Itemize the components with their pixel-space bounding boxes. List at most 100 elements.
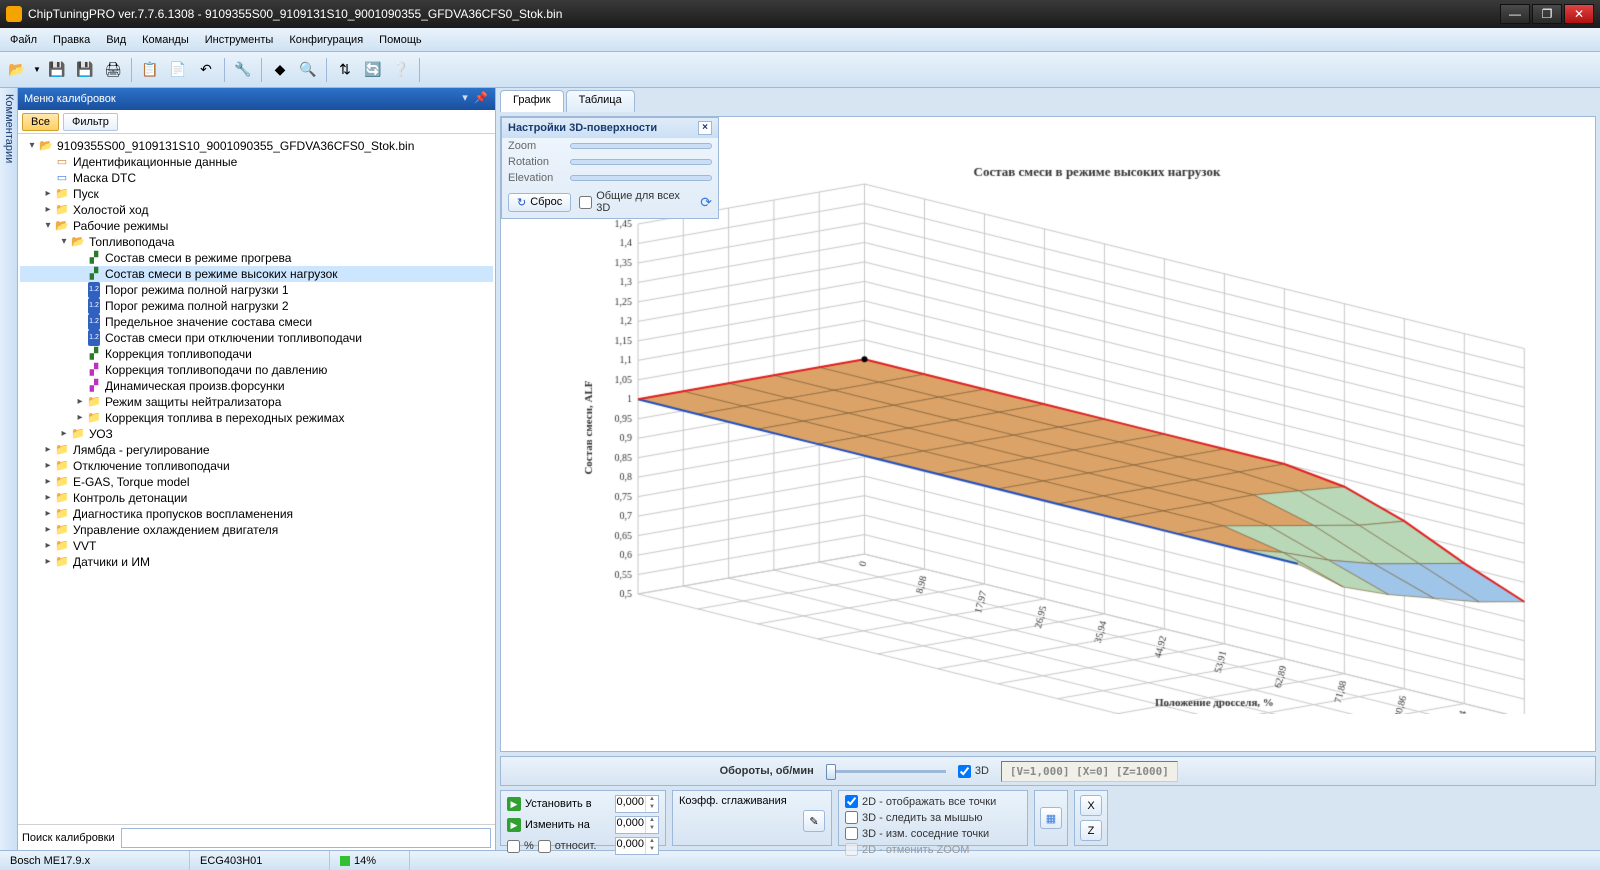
open-button[interactable]: 📂 (4, 57, 30, 83)
set-to-input[interactable]: 0,000▲▼ (615, 795, 659, 813)
tree-item[interactable]: ▸📁Режим защиты нейтрализатора (20, 394, 493, 410)
opt-3d-neighbors-checkbox[interactable] (845, 827, 858, 840)
rpm-slider[interactable] (826, 762, 946, 780)
3d-settings-close[interactable]: × (698, 121, 712, 135)
maximize-button[interactable]: ❐ (1532, 4, 1562, 24)
tree-item[interactable]: ▞Динамическая произв.форсунки (20, 378, 493, 394)
smooth-apply-button[interactable]: ✎ (803, 810, 825, 832)
axis-slider-strip: Обороты, об/мин 3D [V=1,000] [X=0] [Z=10… (500, 756, 1596, 786)
sync-button[interactable]: ⇅ (332, 57, 358, 83)
help-button[interactable]: ❔ (388, 57, 414, 83)
find-button[interactable]: 🔍 (295, 57, 321, 83)
tree-item[interactable]: ▸📁Отключение топливоподачи (20, 458, 493, 474)
close-button[interactable]: ✕ (1564, 4, 1594, 24)
search-input[interactable] (121, 828, 491, 848)
3d-toggle-label: 3D (975, 765, 989, 777)
menu-file[interactable]: Файл (4, 31, 43, 49)
menu-commands[interactable]: Команды (136, 31, 195, 49)
elevation-slider[interactable] (570, 175, 712, 181)
tree-item[interactable]: ▸📁Холостой ход (20, 202, 493, 218)
change-by-label: Изменить на (525, 819, 611, 831)
3d-toggle-checkbox[interactable] (958, 765, 971, 778)
tree-item[interactable]: 1.2Предельное значение состава смеси (20, 314, 493, 330)
menu-edit[interactable]: Правка (47, 31, 96, 49)
calibration-panel: Меню калибровок ▾ 📌 Все Фильтр ▾📂9109355… (18, 88, 496, 850)
tree-item[interactable]: ▸📁Лямбда - регулирование (20, 442, 493, 458)
rotation-label: Rotation (508, 156, 564, 168)
paste-button[interactable]: 📄 (165, 57, 191, 83)
edit-controls-strip: ▶Установить в0,000▲▼ ▶Изменить на0,000▲▼… (500, 790, 1596, 846)
menu-config[interactable]: Конфигурация (283, 31, 369, 49)
right-panel: График Таблица Настройки 3D-поверхности×… (496, 88, 1600, 850)
pct-checkbox[interactable] (507, 840, 520, 853)
filter-all-button[interactable]: Все (22, 113, 59, 131)
tree-item[interactable]: 1.2Порог режима полной нагрузки 2 (20, 298, 493, 314)
tree-item[interactable]: ▭Идентификационные данные (20, 154, 493, 170)
menubar: Файл Правка Вид Команды Инструменты Конф… (0, 28, 1600, 52)
tree-item[interactable]: ▭Маска DTC (20, 170, 493, 186)
tree-item[interactable]: ▾📂Рабочие режимы (20, 218, 493, 234)
tree-item[interactable]: ▞Коррекция топливоподачи по давлению (20, 362, 493, 378)
panel-dropdown-icon[interactable]: ▾ (457, 91, 473, 107)
opt-3d-follow-checkbox[interactable] (845, 811, 858, 824)
menu-tools[interactable]: Инструменты (199, 31, 280, 49)
z-axis-button[interactable]: Z (1080, 820, 1102, 841)
menu-help[interactable]: Помощь (373, 31, 428, 49)
tab-table[interactable]: Таблица (566, 90, 635, 112)
filter-button[interactable]: Фильтр (63, 113, 118, 131)
tree-item[interactable]: ▸📁E-GAS, Torque model (20, 474, 493, 490)
reset-3d-button[interactable]: ↻Сброс (508, 193, 571, 212)
tree-item[interactable]: ▸📁Датчики и ИМ (20, 554, 493, 570)
set-to-label: Установить в (525, 798, 611, 810)
rel-checkbox[interactable] (538, 840, 551, 853)
tree-item[interactable]: ▸📁Управление охлаждением двигателя (20, 522, 493, 538)
rotation-slider[interactable] (570, 159, 712, 165)
statusbar: Bosch ME17.9.x ECG403H01 14% (0, 850, 1600, 870)
zoom-slider[interactable] (570, 143, 712, 149)
open-dropdown[interactable]: ▼ (32, 57, 42, 83)
tree-item[interactable]: ▸📁Пуск (20, 186, 493, 202)
3d-more-icon[interactable]: ⟳ (700, 194, 712, 211)
tree-item[interactable]: ▾📂Топливоподача (20, 234, 493, 250)
undo-button[interactable]: ↶ (193, 57, 219, 83)
tree-item[interactable]: 1.2Порог режима полной нагрузки 1 (20, 282, 493, 298)
save-button[interactable]: 💾 (44, 57, 70, 83)
tree-item[interactable]: ▸📁Коррекция топлива в переходных режимах (20, 410, 493, 426)
smooth-label: Коэфф. сглаживания (679, 795, 825, 807)
tree-item[interactable]: ▞Состав смеси в режиме прогрева (20, 250, 493, 266)
tree-item[interactable]: ▾📂9109355S00_9109131S10_9001090355_GFDVA… (20, 138, 493, 154)
tree-item[interactable]: ▸📁УОЗ (20, 426, 493, 442)
refresh-button[interactable]: 🔄 (360, 57, 386, 83)
comments-sidetab[interactable]: Комментарии (0, 88, 18, 850)
tree-item[interactable]: 1.2Состав смеси при отключении топливопо… (20, 330, 493, 346)
value-edit-panel: ▶Установить в0,000▲▼ ▶Изменить на0,000▲▼… (500, 790, 666, 846)
tool-a-button[interactable]: 🔧 (230, 57, 256, 83)
display-options-panel: 2D - отображать все точки 3D - следить з… (838, 790, 1028, 846)
opt-2d-allpoints-label: 2D - отображать все точки (862, 796, 996, 808)
tree-item[interactable]: ▸📁VVT (20, 538, 493, 554)
3d-chart[interactable] (558, 154, 1538, 714)
minimize-button[interactable]: — (1500, 4, 1530, 24)
menu-view[interactable]: Вид (100, 31, 132, 49)
rel-input[interactable]: 0,000▲▼ (615, 837, 659, 855)
save-as-button[interactable]: 💾 (72, 57, 98, 83)
shared-3d-checkbox[interactable] (579, 196, 592, 209)
change-by-input[interactable]: 0,000▲▼ (615, 816, 659, 834)
nav-up-button[interactable]: ◆ (267, 57, 293, 83)
x-axis-button[interactable]: X (1080, 795, 1102, 816)
tree-item[interactable]: ▞Состав смеси в режиме высоких нагрузок (20, 266, 493, 282)
grid-button[interactable]: ▦ (1040, 807, 1062, 829)
opt-2d-allpoints-checkbox[interactable] (845, 795, 858, 808)
tree-item[interactable]: ▸📁Контроль детонации (20, 490, 493, 506)
tree-item[interactable]: ▸📁Диагностика пропусков воспламенения (20, 506, 493, 522)
xz-buttons-panel: X Z (1074, 790, 1108, 846)
tree-item[interactable]: ▞Коррекция топливоподачи (20, 346, 493, 362)
print-button[interactable]: 🖨 (100, 57, 126, 83)
opt-2d-zoomreset-checkbox (845, 843, 858, 856)
calibration-tree[interactable]: ▾📂9109355S00_9109131S10_9001090355_GFDVA… (18, 134, 495, 824)
tab-graph[interactable]: График (500, 90, 564, 112)
search-label: Поиск калибровки (22, 832, 115, 844)
copy-button[interactable]: 📋 (137, 57, 163, 83)
panel-pin-icon[interactable]: 📌 (473, 91, 489, 107)
cursor-status: [V=1,000] [X=0] [Z=1000] (1001, 761, 1178, 782)
